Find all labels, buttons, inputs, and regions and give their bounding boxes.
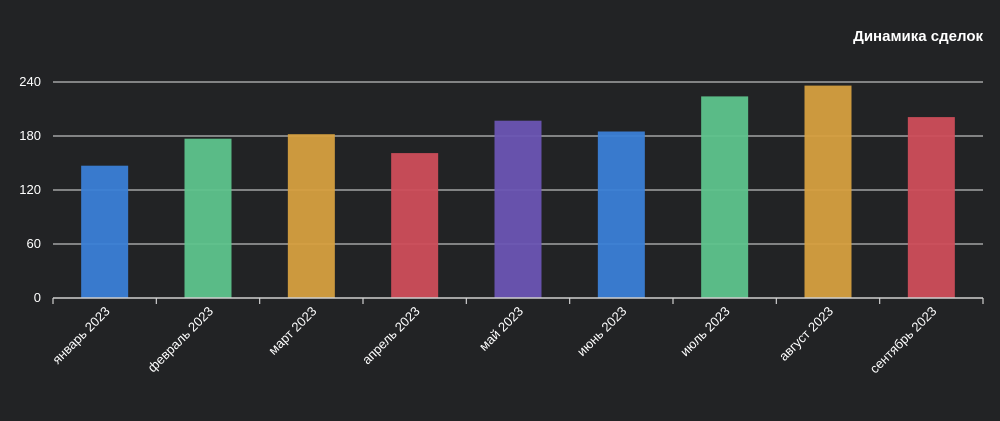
bar bbox=[391, 153, 439, 298]
y-tick-label: 60 bbox=[27, 236, 41, 251]
y-tick-label: 120 bbox=[19, 182, 41, 197]
bar bbox=[701, 96, 749, 299]
bar bbox=[804, 85, 852, 298]
x-tick-label: январь 2023 bbox=[49, 304, 112, 367]
x-tick-label: май 2023 bbox=[476, 304, 526, 354]
y-tick-label: 240 bbox=[19, 74, 41, 89]
bar bbox=[287, 134, 335, 298]
x-tick-label: март 2023 bbox=[265, 304, 319, 358]
chart-title: Динамика сделок bbox=[853, 28, 983, 45]
x-tick-label: июль 2023 bbox=[677, 304, 733, 360]
x-tick-label: июнь 2023 bbox=[574, 304, 630, 360]
bar bbox=[597, 131, 645, 298]
bar bbox=[81, 165, 129, 298]
x-tick-label: февраль 2023 bbox=[145, 304, 217, 376]
x-tick-label: август 2023 bbox=[776, 304, 836, 364]
bar bbox=[184, 138, 232, 298]
y-tick-label: 180 bbox=[19, 128, 41, 143]
bar bbox=[494, 120, 542, 298]
bar bbox=[907, 117, 955, 298]
y-tick-label: 0 bbox=[34, 290, 41, 305]
x-tick-label: апрель 2023 bbox=[359, 304, 423, 368]
x-tick-label: сентябрь 2023 bbox=[867, 304, 940, 377]
